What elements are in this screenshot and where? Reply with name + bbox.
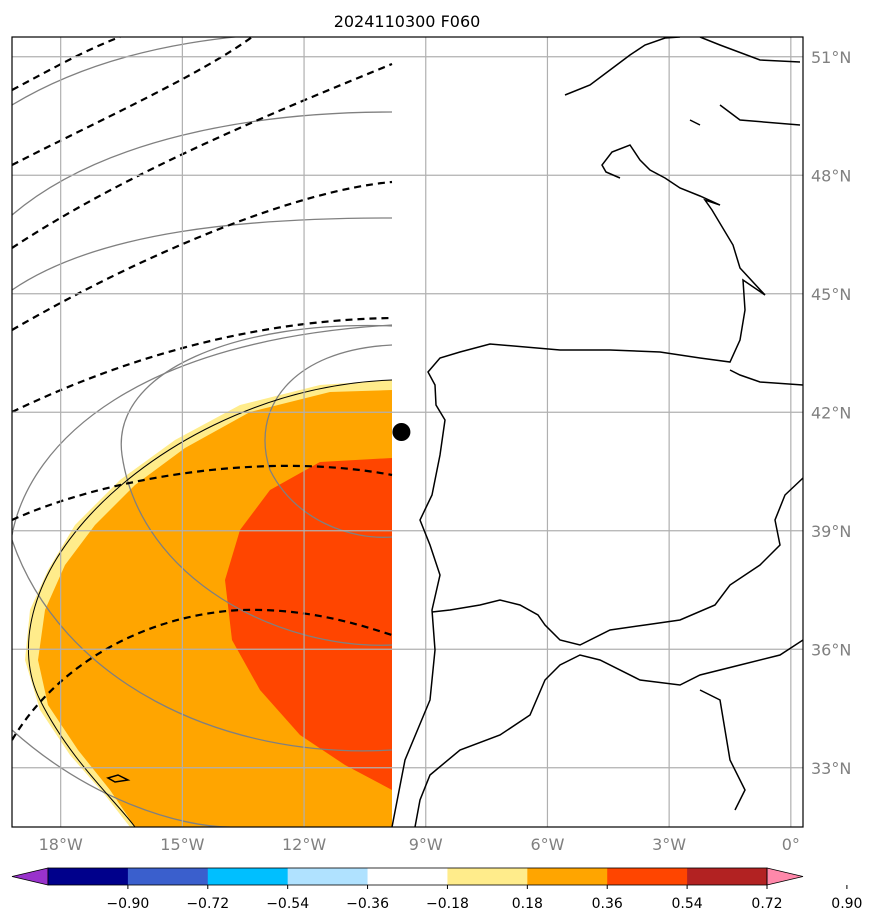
- colorbar-swatch: [447, 868, 528, 885]
- grey-contour: [12, 324, 393, 536]
- lon-tick-label: 12°W: [282, 835, 326, 854]
- coastline-channel: [564, 37, 801, 126]
- lat-tick-label: 42°N: [811, 403, 851, 422]
- colorbar-label: 0.72: [751, 896, 782, 912]
- dashed-contour: [12, 62, 393, 249]
- colorbar-swatch: [207, 868, 289, 885]
- lat-tick-label: 33°N: [811, 759, 851, 778]
- coastline-east-iberia: [431, 369, 803, 646]
- lon-tick-label: 6°W: [530, 835, 564, 854]
- lon-tick-label: 3°W: [652, 835, 686, 854]
- grey-contour: [12, 539, 393, 752]
- colorbar-swatch: [287, 868, 369, 885]
- colorbar-label: −0.72: [186, 896, 229, 912]
- colorbar-label: 0.90: [831, 896, 862, 912]
- lon-tick-label: 0°: [782, 835, 800, 854]
- map-title: 2024110300 F060: [334, 12, 481, 31]
- grey-contour: [12, 111, 393, 216]
- location-marker: [392, 423, 411, 441]
- colorbar-label: −0.18: [426, 896, 469, 912]
- lon-tick-label: 18°W: [39, 835, 83, 854]
- lon-tick-label: 9°W: [409, 835, 443, 854]
- colorbar-outline: [47, 867, 768, 886]
- colorbar-extend-min: [11, 867, 49, 886]
- dashed-contour: [12, 180, 393, 331]
- lat-tick-label: 48°N: [811, 166, 851, 185]
- dashed-contour: [12, 37, 253, 166]
- grey-contour: [12, 729, 231, 827]
- dashed-contours: [12, 37, 393, 741]
- longitude-labels: 18°W 15°W 12°W 9°W 6°W 3°W 0°: [39, 835, 800, 854]
- colorbar-swatch: [48, 868, 129, 885]
- gridlines: [12, 37, 803, 827]
- map-area: [12, 37, 803, 827]
- dashed-contour: [12, 316, 393, 413]
- colorbar-swatch: [687, 868, 768, 885]
- colorbar-label: 0.36: [592, 896, 623, 912]
- coastlines: [106, 37, 803, 827]
- colorbar-label: −0.36: [346, 896, 389, 912]
- grey-contour: [12, 217, 393, 291]
- colorbar-swatch: [367, 868, 448, 885]
- anomaly-field: [25, 380, 392, 827]
- field-high: [225, 458, 392, 790]
- map-frame: [11, 36, 804, 828]
- colorbar-label: −0.90: [106, 896, 149, 912]
- coastline-island: [106, 774, 131, 783]
- colorbar-swatch: [127, 868, 209, 885]
- lon-tick-label: 15°W: [160, 835, 204, 854]
- grey-contour: [12, 37, 241, 106]
- lat-tick-label: 36°N: [811, 640, 851, 659]
- dashed-contour: [12, 464, 393, 522]
- colorbar-label: 0.18: [512, 896, 543, 912]
- lat-tick-label: 51°N: [811, 48, 851, 67]
- colorbar-label: −0.54: [266, 896, 309, 912]
- colorbar-label: 0.54: [672, 896, 703, 912]
- grey-contour: [264, 344, 393, 538]
- lat-tick-label: 39°N: [811, 522, 851, 541]
- grey-contours: [12, 37, 393, 827]
- colorbar-swatch: [527, 868, 608, 885]
- colorbar: −0.90 −0.72 −0.54 −0.36 −0.18 0.18 0.36 0.54 0.7…: [11, 867, 862, 912]
- coastline-iberia: [391, 144, 766, 827]
- lat-tick-label: 45°N: [811, 285, 851, 304]
- dashed-contour: [12, 37, 121, 91]
- colorbar-swatch: [607, 868, 688, 885]
- latitude-labels: 51°N 48°N 45°N 42°N 39°N 36°N 33°N: [811, 48, 851, 778]
- coastline-north-africa: [414, 639, 803, 827]
- grey-contour: [120, 324, 393, 646]
- colorbar-extend-max: [766, 867, 804, 886]
